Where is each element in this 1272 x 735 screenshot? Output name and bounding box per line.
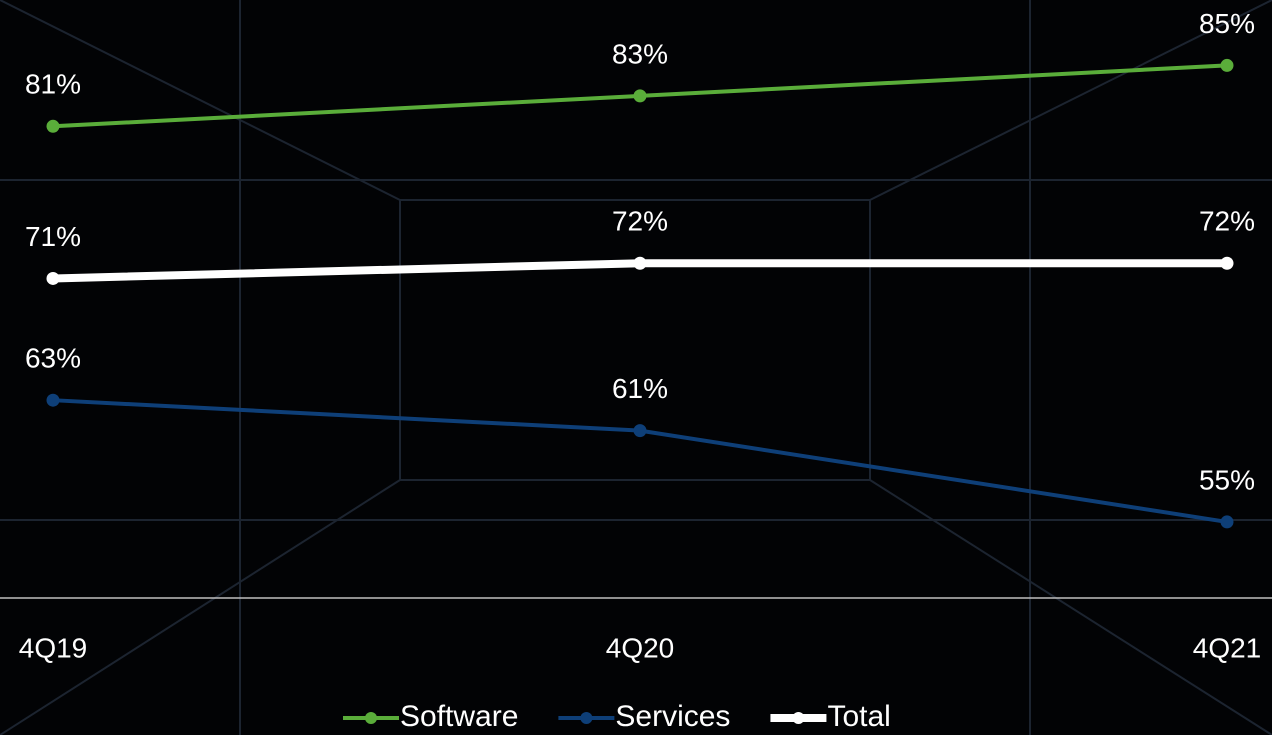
- data-label: 72%: [1199, 206, 1255, 237]
- data-point: [46, 393, 60, 407]
- x-tick-label: 4Q20: [606, 632, 675, 663]
- data-point: [46, 271, 60, 285]
- data-point: [46, 119, 60, 133]
- legend: Software Services Total: [343, 700, 891, 733]
- data-label: 81%: [25, 69, 81, 100]
- data-label: 83%: [612, 38, 668, 69]
- data-point: [1220, 515, 1234, 529]
- data-point: [633, 256, 647, 270]
- legend-label: Services: [615, 700, 730, 733]
- data-label: 71%: [25, 221, 81, 252]
- x-tick-label: 4Q19: [19, 632, 88, 663]
- data-point: [633, 89, 647, 103]
- legend-marker: [365, 712, 377, 724]
- legend-marker: [580, 712, 593, 724]
- data-label: 63%: [25, 343, 81, 374]
- data-label: 61%: [612, 373, 668, 404]
- data-label: 72%: [612, 206, 668, 237]
- legend-label: Software: [400, 700, 518, 733]
- legend-label: Total: [827, 700, 890, 733]
- data-point: [1220, 256, 1234, 270]
- data-point: [633, 424, 647, 438]
- data-point: [1220, 58, 1234, 72]
- data-label: 55%: [1199, 464, 1255, 495]
- data-label: 85%: [1199, 8, 1255, 39]
- x-tick-label: 4Q21: [1193, 632, 1262, 663]
- legend-marker: [792, 712, 805, 724]
